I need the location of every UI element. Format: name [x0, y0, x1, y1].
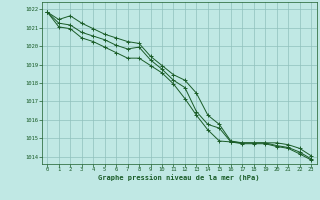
- X-axis label: Graphe pression niveau de la mer (hPa): Graphe pression niveau de la mer (hPa): [99, 174, 260, 181]
